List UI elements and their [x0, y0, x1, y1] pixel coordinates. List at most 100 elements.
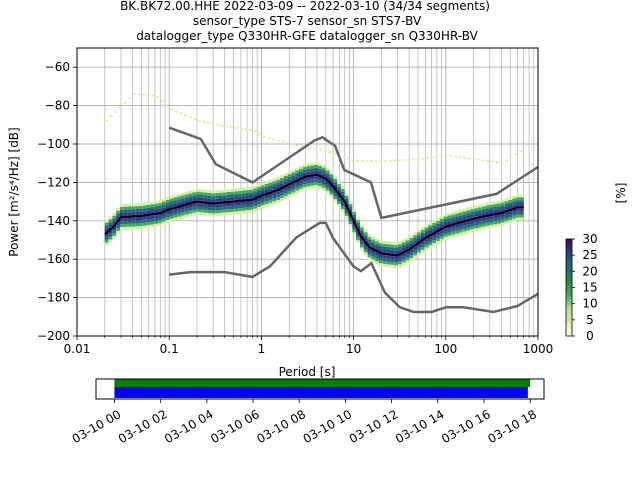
heatmap-cell	[466, 210, 471, 214]
heatmap-cell	[211, 213, 216, 217]
heatmap-cell	[493, 221, 498, 225]
colorbar-tick-label: 25	[582, 248, 597, 262]
heatmap-cell	[413, 252, 418, 256]
heatmap-cell	[497, 209, 501, 213]
heatmap-cell	[340, 189, 345, 192]
heatmap-cell	[489, 201, 494, 205]
heatmap-tail-cell	[505, 159, 509, 162]
heatmap-cell	[165, 214, 170, 218]
heatmap-cell	[188, 204, 193, 208]
heatmap-cell	[222, 206, 227, 210]
heatmap-cell	[112, 218, 117, 222]
heatmap-cell	[142, 211, 147, 215]
heatmap-cell	[135, 217, 140, 221]
heatmap-cell	[314, 184, 319, 188]
heatmap-cell	[119, 226, 124, 230]
heatmap-cell	[439, 233, 444, 236]
heatmap-cell	[253, 205, 258, 209]
heatmap-cell	[462, 225, 467, 229]
heatmap-cell	[504, 218, 509, 222]
heatmap-cell	[405, 254, 410, 258]
y-tick-label: −80	[45, 99, 70, 113]
heatmap-cell	[401, 253, 406, 257]
heatmap-cell	[390, 259, 395, 262]
heatmap-cell	[173, 203, 178, 207]
heatmap-cell	[436, 217, 440, 221]
heatmap-cell	[451, 214, 456, 218]
heatmap-cell	[161, 201, 166, 205]
heatmap-cell	[439, 230, 444, 234]
y-tick-label: −140	[37, 214, 70, 228]
heatmap-cell	[420, 249, 425, 253]
heatmap-cell	[485, 219, 490, 223]
heatmap-cell	[470, 226, 475, 230]
heatmap-cell	[481, 203, 486, 207]
heatmap-cell	[161, 221, 166, 225]
heatmap-tail-cell	[253, 130, 257, 132]
heatmap-cell	[375, 255, 379, 259]
heatmap-cell	[325, 176, 330, 179]
heatmap-cell	[508, 214, 513, 218]
heatmap-cell	[279, 198, 284, 201]
heatmap-cell	[359, 238, 364, 242]
heatmap-cell	[325, 167, 330, 171]
heatmap-cell	[348, 201, 353, 204]
heatmap-cell	[394, 262, 399, 266]
heatmap-cell	[257, 206, 261, 210]
heatmap-cell	[363, 237, 368, 241]
heatmap-cell	[207, 198, 212, 202]
heatmap-cell	[203, 189, 208, 193]
heatmap-cell	[196, 191, 200, 195]
heatmap-cell	[478, 210, 482, 214]
heatmap-cell	[439, 235, 444, 239]
coverage-tick-label: 03-10 12	[347, 407, 401, 446]
heatmap-cell	[211, 190, 216, 194]
heatmap-tail-cell	[165, 104, 169, 107]
heatmap-cell	[447, 235, 452, 239]
heatmap-cell	[417, 229, 421, 233]
heatmap-cell	[470, 223, 475, 227]
heatmap-cell	[371, 245, 376, 248]
heatmap-cell	[337, 189, 341, 193]
heatmap-cell	[405, 260, 410, 264]
heatmap-cell	[497, 214, 501, 218]
heatmap-cell	[451, 234, 456, 238]
heatmap-cell	[401, 256, 406, 260]
heatmap-cell	[207, 213, 212, 217]
heatmap-cell	[462, 217, 467, 220]
heatmap-tail-cell	[444, 154, 448, 157]
heatmap-cell	[215, 204, 220, 208]
heatmap-cell	[386, 247, 391, 250]
heatmap-tail-cell	[393, 159, 397, 162]
heatmap-cell	[219, 207, 223, 210]
heatmap-cell	[481, 206, 486, 210]
heatmap-cell	[432, 225, 437, 229]
heatmap-cell	[184, 211, 189, 215]
colorbar-label: [%]	[614, 183, 628, 204]
heatmap-cell	[367, 248, 372, 252]
heatmap-cell	[325, 170, 330, 174]
heatmap-cell	[489, 204, 494, 208]
heatmap-cell	[504, 198, 509, 202]
heatmap-tail-cell	[500, 162, 504, 164]
heatmap-cell	[302, 172, 307, 176]
heatmap-cell	[249, 189, 254, 193]
heatmap-cell	[447, 229, 452, 233]
heatmap-cell	[238, 205, 242, 209]
heatmap-cell	[439, 224, 444, 228]
heatmap-cell	[478, 213, 482, 216]
heatmap-cell	[462, 231, 467, 235]
heatmap-tail-cell	[141, 93, 145, 96]
title-line-1: BK.BK72.00.HHE 2022-03-09 -- 2022-03-10 …	[120, 0, 490, 13]
heatmap-cell	[428, 225, 433, 229]
heatmap-cell	[310, 165, 315, 169]
heatmap-cell	[348, 206, 353, 210]
heatmap-cell	[165, 220, 170, 223]
heatmap-cell	[302, 163, 307, 167]
heatmap-cell	[207, 195, 212, 199]
heatmap-tail-cell	[342, 155, 346, 158]
heatmap-cell	[161, 198, 166, 202]
heatmap-cell	[299, 165, 303, 169]
heatmap-cell	[462, 222, 467, 226]
heatmap-tail-cell	[300, 145, 304, 148]
